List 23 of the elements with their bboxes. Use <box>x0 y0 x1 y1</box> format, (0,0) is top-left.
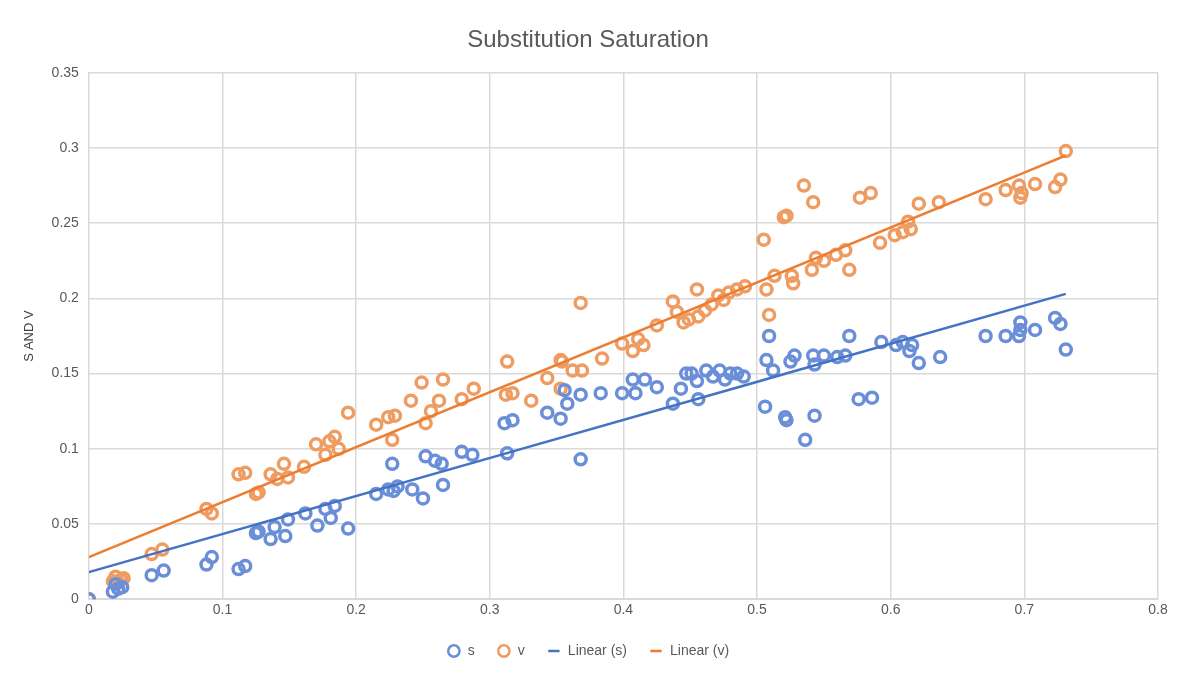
y-tick-label: 0.2 <box>59 289 80 306</box>
x-tick-label: 0.2 <box>346 601 367 618</box>
x-tick-label: 0.1 <box>212 601 233 618</box>
x-tick-label: 0.7 <box>1014 601 1035 618</box>
x-tick-label: 0.5 <box>747 601 768 618</box>
y-tick-label: 0.1 <box>59 439 80 456</box>
x-tick-label: 0 <box>84 601 93 618</box>
legend-label: Linear (v) <box>670 641 730 658</box>
y-tick-label: 0.3 <box>59 138 80 155</box>
y-axis-title: S AND V <box>21 310 37 362</box>
x-tick-label: 0.8 <box>1148 601 1168 618</box>
x-tick-label: 0.3 <box>480 601 500 618</box>
legend-label: v <box>517 641 525 658</box>
y-tick-label: 0.25 <box>51 214 80 231</box>
legend-label: s <box>467 641 475 658</box>
legend-label: Linear (s) <box>567 641 628 658</box>
y-tick-label: 0.35 <box>51 63 80 80</box>
x-tick-label: 0.4 <box>613 601 634 618</box>
y-tick-label: 0 <box>71 590 80 607</box>
y-tick-label: 0.15 <box>51 364 80 381</box>
chart-title: Substitution Saturation <box>467 25 709 53</box>
y-tick-label: 0.05 <box>51 514 80 531</box>
x-tick-label: 0.6 <box>880 601 901 618</box>
